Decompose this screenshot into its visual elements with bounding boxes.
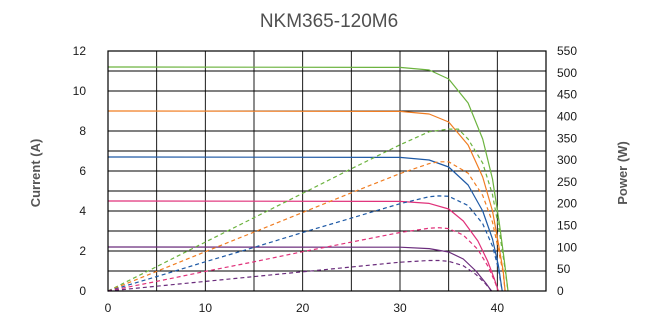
plot-area xyxy=(107,50,547,292)
y-tick-label-right: 50 xyxy=(557,262,571,276)
power-curve-9 xyxy=(107,259,492,292)
power-curve-8 xyxy=(107,227,499,292)
y-tick-label-right: 400 xyxy=(557,109,577,123)
y-tick-label-right: 250 xyxy=(557,175,577,189)
x-tick-label: 10 xyxy=(199,301,213,315)
y-tick-label-right: 100 xyxy=(557,240,577,254)
chart-title: NKM365-120M6 xyxy=(260,11,398,32)
y-tick-label-left: 4 xyxy=(79,204,86,218)
y-tick-label-left: 0 xyxy=(79,284,86,298)
y-tick-label-right: 500 xyxy=(557,66,577,80)
y-tick-label-right: 0 xyxy=(557,284,564,298)
y-tick-label-left: 2 xyxy=(79,244,86,258)
power-curve-6 xyxy=(107,161,506,292)
x-tick-label: 0 xyxy=(105,301,112,315)
y-tick-label-right: 200 xyxy=(557,197,577,211)
x-tick-label: 40 xyxy=(491,301,505,315)
y-tick-label-right: 450 xyxy=(557,88,577,102)
y-axis-right-title: Power (W) xyxy=(615,141,630,205)
power-curve-7 xyxy=(107,195,503,292)
x-tick-label: 30 xyxy=(393,301,407,315)
y-tick-label-left: 6 xyxy=(79,164,86,178)
series-layer xyxy=(107,66,509,292)
power-curve-5 xyxy=(107,128,509,292)
current-curve-0 xyxy=(107,66,509,292)
y-tick-label-left: 10 xyxy=(73,84,87,98)
current-curve-3 xyxy=(107,200,499,292)
y-axis-left-title: Current (A) xyxy=(28,139,43,208)
current-curve-4 xyxy=(107,246,492,292)
y-tick-label-left: 8 xyxy=(79,124,86,138)
y-tick-label-right: 550 xyxy=(557,44,577,58)
tick-labels: 0 10 20 30 400246810120501001502002503003504… xyxy=(73,44,578,315)
y-tick-label-right: 150 xyxy=(557,219,577,233)
current-curve-2 xyxy=(107,156,503,292)
y-tick-label-left: 12 xyxy=(73,44,87,58)
x-tick-label: 20 xyxy=(296,301,310,315)
y-tick-label-right: 300 xyxy=(557,153,577,167)
current-curve-1 xyxy=(107,110,506,292)
y-tick-label-right: 350 xyxy=(557,131,577,145)
